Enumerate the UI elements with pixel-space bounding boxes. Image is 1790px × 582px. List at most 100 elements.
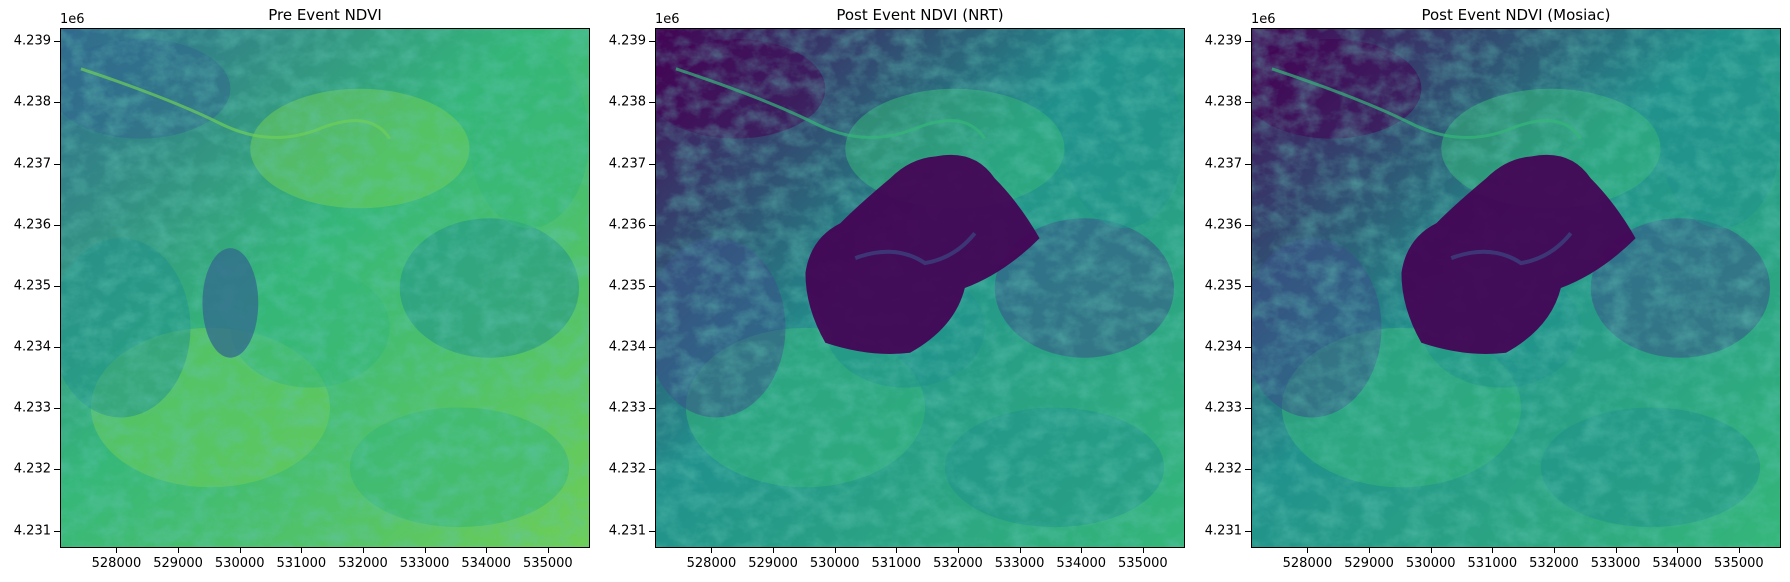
y-tick — [54, 530, 60, 532]
x-tick-label: 532000 — [1529, 556, 1579, 571]
chart-title: Post Event NDVI (Mosiac) — [1421, 6, 1611, 24]
x-tick-label: 529000 — [1344, 556, 1394, 571]
y-tick — [649, 408, 655, 410]
y-tick-label: 4.237 — [13, 156, 51, 172]
x-tick — [116, 547, 118, 553]
y-tick — [649, 41, 655, 43]
y-tick — [649, 224, 655, 226]
x-tick — [1430, 547, 1432, 553]
y-tick — [54, 408, 60, 410]
y-tick-label: 4.236 — [13, 217, 51, 233]
chart-panel-3: Post Event NDVI (Mosiac) 1e6 4.231 4.232 4.2… — [1205, 0, 1781, 582]
x-tick-label: 535000 — [1714, 556, 1764, 571]
y-tick-label: 4.237 — [608, 156, 646, 172]
y-tick — [1245, 285, 1251, 287]
x-tick — [1738, 547, 1740, 553]
y-tick — [1245, 163, 1251, 165]
y-tick-label: 4.236 — [608, 217, 646, 233]
ndvi-raster: 4.231 4.232 4.233 4.234 4.235 4.236 4.237 4.238… — [609, 28, 1185, 571]
y-tick-label: 4.234 — [1204, 339, 1242, 355]
y-offset-label: 1e6 — [655, 12, 680, 27]
x-tick-label: 528000 — [91, 556, 142, 571]
x-tick — [834, 547, 836, 553]
x-tick — [1142, 547, 1144, 553]
y-tick — [649, 163, 655, 165]
y-tick-label: 4.238 — [1204, 94, 1242, 110]
x-tick-label: 528000 — [686, 556, 737, 571]
x-tick-label: 528000 — [1282, 556, 1333, 571]
y-tick-label: 4.239 — [608, 33, 646, 49]
y-tick-label: 4.231 — [13, 523, 51, 539]
x-tick-label: 532000 — [338, 556, 388, 571]
y-tick — [649, 469, 655, 471]
x-tick — [1492, 547, 1494, 553]
x-tick-label: 533000 — [399, 556, 450, 571]
y-tick — [649, 347, 655, 349]
x-tick — [1553, 547, 1555, 553]
raster-image — [61, 29, 589, 547]
x-tick — [773, 547, 775, 553]
ndvi-raster: 4.231 4.232 4.233 4.234 4.235 4.236 4.237 4.238… — [1205, 28, 1781, 571]
y-tick-label: 4.233 — [1204, 400, 1242, 416]
x-tick — [1615, 547, 1617, 553]
y-tick-label: 4.231 — [608, 523, 646, 539]
x-tick-label: 530000 — [809, 556, 860, 571]
x-tick-label: 532000 — [933, 556, 983, 571]
x-tick — [547, 547, 549, 553]
y-tick — [1245, 347, 1251, 349]
y-tick-label: 4.233 — [13, 400, 51, 416]
y-tick-label: 4.235 — [1204, 278, 1242, 294]
y-tick-label: 4.234 — [608, 339, 646, 355]
x-tick-label: 531000 — [276, 556, 327, 571]
ndvi-raster: 4.231 4.232 4.233 4.234 4.235 4.236 4.237 4.238… — [14, 28, 590, 571]
x-tick — [1677, 547, 1679, 553]
y-tick — [54, 102, 60, 104]
x-tick-label: 534000 — [1056, 556, 1107, 571]
raster-image — [1252, 29, 1780, 547]
y-tick — [1245, 224, 1251, 226]
chart-title: Post Event NDVI (NRT) — [836, 6, 1004, 24]
x-tick — [1369, 547, 1371, 553]
raster-image — [656, 29, 1184, 547]
x-tick-label: 530000 — [214, 556, 265, 571]
chart-title: Pre Event NDVI — [268, 6, 382, 24]
y-tick-label: 4.237 — [1204, 156, 1242, 172]
x-tick — [711, 547, 713, 553]
y-tick — [54, 469, 60, 471]
x-tick — [1019, 547, 1021, 553]
y-tick-label: 4.235 — [13, 278, 51, 294]
x-tick-label: 529000 — [748, 556, 798, 571]
x-tick — [178, 547, 180, 553]
y-tick-label: 4.232 — [13, 461, 51, 477]
y-tick-label: 4.238 — [13, 94, 51, 110]
x-tick-label: 531000 — [1467, 556, 1518, 571]
x-tick — [957, 547, 959, 553]
y-tick-label: 4.234 — [13, 339, 51, 355]
x-tick — [301, 547, 303, 553]
x-tick-label: 529000 — [153, 556, 203, 571]
x-tick — [362, 547, 364, 553]
y-tick-label: 4.239 — [1204, 33, 1242, 49]
y-tick — [1245, 41, 1251, 43]
y-tick-label: 4.235 — [608, 278, 646, 294]
y-tick-label: 4.236 — [1204, 217, 1242, 233]
chart-panel-1: Pre Event NDVI 1e6 4.231 4.232 4.233 4.234 4.2… — [14, 0, 590, 582]
y-tick — [54, 224, 60, 226]
x-tick-label: 533000 — [994, 556, 1045, 571]
y-tick — [1245, 469, 1251, 471]
y-tick — [54, 163, 60, 165]
x-tick-label: 535000 — [1118, 556, 1168, 571]
y-tick — [649, 285, 655, 287]
x-tick-label: 530000 — [1405, 556, 1456, 571]
x-tick — [486, 547, 488, 553]
x-tick-label: 534000 — [461, 556, 512, 571]
y-tick-label: 4.238 — [608, 94, 646, 110]
chart-panel-2: Post Event NDVI (NRT) 1e6 4.231 4.232 4.233 4… — [609, 0, 1185, 582]
x-tick — [239, 547, 241, 553]
x-tick-label: 535000 — [523, 556, 573, 571]
y-tick-label: 4.239 — [13, 33, 51, 49]
x-tick-label: 534000 — [1652, 556, 1703, 571]
x-tick — [1307, 547, 1309, 553]
y-tick-label: 4.233 — [608, 400, 646, 416]
y-tick-label: 4.231 — [1204, 523, 1242, 539]
